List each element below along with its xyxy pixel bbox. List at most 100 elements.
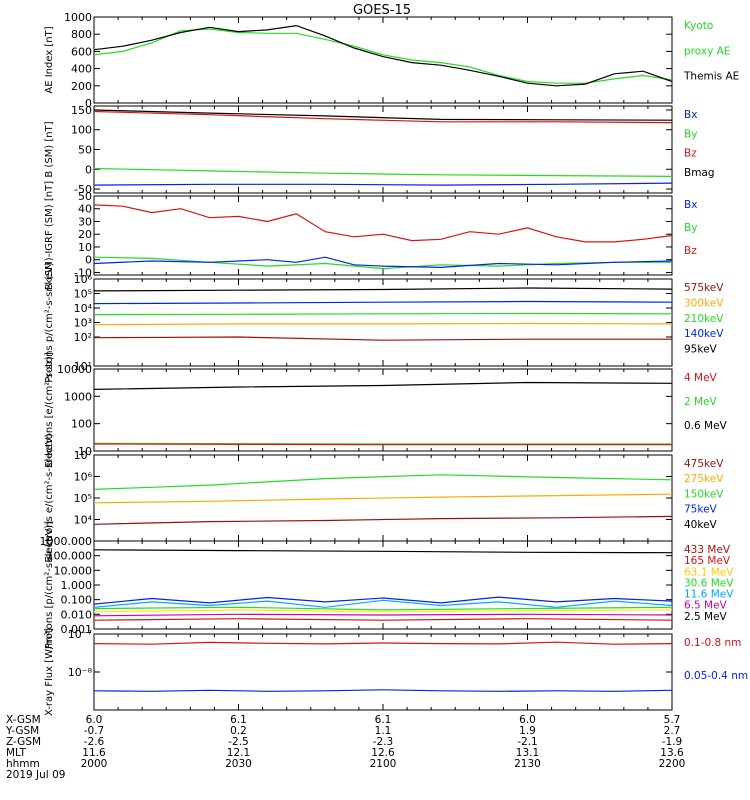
legend-label: 275keV bbox=[684, 473, 724, 485]
x-row-value: 2200 bbox=[659, 758, 686, 770]
y-tick-label: 10³ bbox=[74, 317, 92, 330]
y-tick-label: 10000 bbox=[57, 363, 92, 376]
legend-label: 63.1 MeV bbox=[684, 566, 734, 578]
x-row-value: 2030 bbox=[225, 758, 252, 770]
y-tick-label: 10⁻⁸ bbox=[68, 666, 93, 679]
legend-label: By bbox=[684, 128, 697, 140]
series-by bbox=[93, 256, 672, 270]
y-tick-label: 10⁷ bbox=[74, 449, 92, 462]
x-row-label: Z-GSM bbox=[6, 736, 41, 748]
y-tick-label: -10 bbox=[74, 266, 92, 279]
y-tick-label: 40 bbox=[78, 203, 92, 216]
legend-label: 30.6 MeV bbox=[684, 577, 734, 589]
panel-frame bbox=[93, 16, 673, 104]
series-11-6-mev bbox=[93, 596, 673, 605]
panel-frame bbox=[93, 540, 673, 630]
y-tick-label: 800 bbox=[71, 28, 92, 41]
series-40kev bbox=[93, 474, 673, 490]
x-row-label: MLT bbox=[6, 747, 26, 759]
y-tick-label: 150 bbox=[71, 104, 92, 117]
x-row-value: 6.1 bbox=[375, 714, 392, 726]
legend-label: Kyoto bbox=[684, 20, 713, 32]
x-axis-rows: X-GSM 6.0 6.1 6.1 6.0 5.7 Y-GSM -0.7 0.2 1.1 1.9 2.… bbox=[5, 714, 685, 781]
legend-label: 2.5 MeV bbox=[684, 611, 728, 623]
y-tick-label: 10⁻⁷ bbox=[68, 628, 92, 641]
y-axis-label: Electrons e/(cm²-s-sr-keV) bbox=[44, 433, 55, 562]
series-bx bbox=[93, 256, 673, 269]
series-433-mev bbox=[93, 613, 673, 617]
y-tick-label: 20 bbox=[78, 228, 92, 241]
legend-label: 2 MeV bbox=[684, 396, 718, 408]
y-tick-label: 0.001 bbox=[61, 623, 93, 636]
legend-label: 40keV bbox=[684, 519, 718, 531]
y-tick-label: -50 bbox=[74, 183, 92, 196]
legend-label: 165 MeV bbox=[684, 555, 731, 567]
x-row-value: 6.0 bbox=[86, 714, 103, 726]
legend-label: 0.1-0.8 nm bbox=[684, 637, 741, 649]
series-2-mev bbox=[93, 442, 672, 445]
y-tick-label: 100 bbox=[71, 418, 92, 431]
legend-label: 0.05-0.4 nm bbox=[684, 670, 748, 682]
legend-label: Bz bbox=[684, 245, 697, 257]
x-row-label: hhmm bbox=[6, 758, 40, 770]
legend-label: Bmag bbox=[684, 167, 715, 179]
x-axis-date: 2019 Jul 09 bbox=[6, 769, 65, 781]
legend-label: 11.6 MeV bbox=[684, 589, 734, 601]
y-tick-label: 10¹ bbox=[74, 360, 92, 373]
y-axis-label: B (SM)-IGRF (SM) [nT] bbox=[44, 181, 55, 290]
series-300kev bbox=[93, 300, 673, 305]
panel-xray: 10⁻⁸ 10⁻⁷ X-ray Flux [W/m²] 0.1-0.8 nm 0.05-… bbox=[44, 628, 748, 716]
y-tick-label: 200 bbox=[71, 80, 92, 93]
y-tick-label: 1.000 bbox=[61, 579, 93, 592]
y-tick-label: 0 bbox=[85, 97, 92, 110]
panel-frame bbox=[93, 278, 673, 367]
series-bx bbox=[93, 182, 673, 186]
x-row-value: 1.1 bbox=[375, 725, 392, 737]
y-tick-label: 10⁵ bbox=[74, 288, 92, 301]
y-tick-label: 600 bbox=[71, 45, 92, 58]
x-row-value: 5.7 bbox=[664, 714, 681, 726]
series-0-05-0-4-nm bbox=[93, 689, 673, 692]
panel-frame bbox=[93, 368, 673, 452]
legend-label: 6.5 MeV bbox=[684, 600, 728, 612]
series-2-5-mev bbox=[93, 549, 673, 554]
legend-label: 300keV bbox=[684, 297, 724, 309]
y-axis-label: B (SM) [nT] bbox=[44, 121, 55, 177]
legend-label: By bbox=[684, 222, 697, 234]
y-tick-label: 10² bbox=[74, 331, 92, 344]
series-by bbox=[93, 167, 673, 177]
x-row-value: 6.0 bbox=[519, 714, 536, 726]
panel-frame bbox=[93, 633, 673, 711]
legend-label: 75keV bbox=[684, 504, 718, 516]
y-tick-label: 0 bbox=[85, 254, 92, 267]
series-themis-ae bbox=[93, 24, 673, 87]
y-tick-label: 10⁶ bbox=[74, 471, 93, 484]
legend-label: 95keV bbox=[684, 344, 718, 356]
series-210kev bbox=[93, 312, 673, 316]
y-tick-label: 50 bbox=[78, 190, 92, 203]
x-row-value: -2.5 bbox=[228, 736, 249, 748]
x-row-value: 13.6 bbox=[660, 747, 684, 759]
x-row-value: -2.6 bbox=[84, 736, 105, 748]
x-row-value: 13.1 bbox=[516, 747, 539, 759]
series-140kev bbox=[93, 322, 673, 326]
legend-label: 575keV bbox=[684, 282, 724, 294]
x-row-value: -0.7 bbox=[84, 725, 105, 737]
x-row-value: 2.7 bbox=[664, 725, 681, 737]
y-axis-label: Protons p/(cm²-s-sr-keV) bbox=[44, 262, 55, 383]
legend-label: Bz bbox=[684, 148, 697, 160]
legend-label: 433 MeV bbox=[684, 544, 731, 556]
series-30-6-mev bbox=[93, 599, 673, 608]
series-95kev bbox=[93, 336, 672, 341]
x-row-value: 2130 bbox=[514, 758, 541, 770]
x-row-value: 0.2 bbox=[230, 725, 247, 737]
x-row-value: 12.6 bbox=[371, 747, 395, 759]
legend-label: 210keV bbox=[684, 313, 724, 325]
y-tick-label: 100 bbox=[71, 124, 92, 137]
legend-label: 0.6 MeV bbox=[684, 420, 728, 432]
